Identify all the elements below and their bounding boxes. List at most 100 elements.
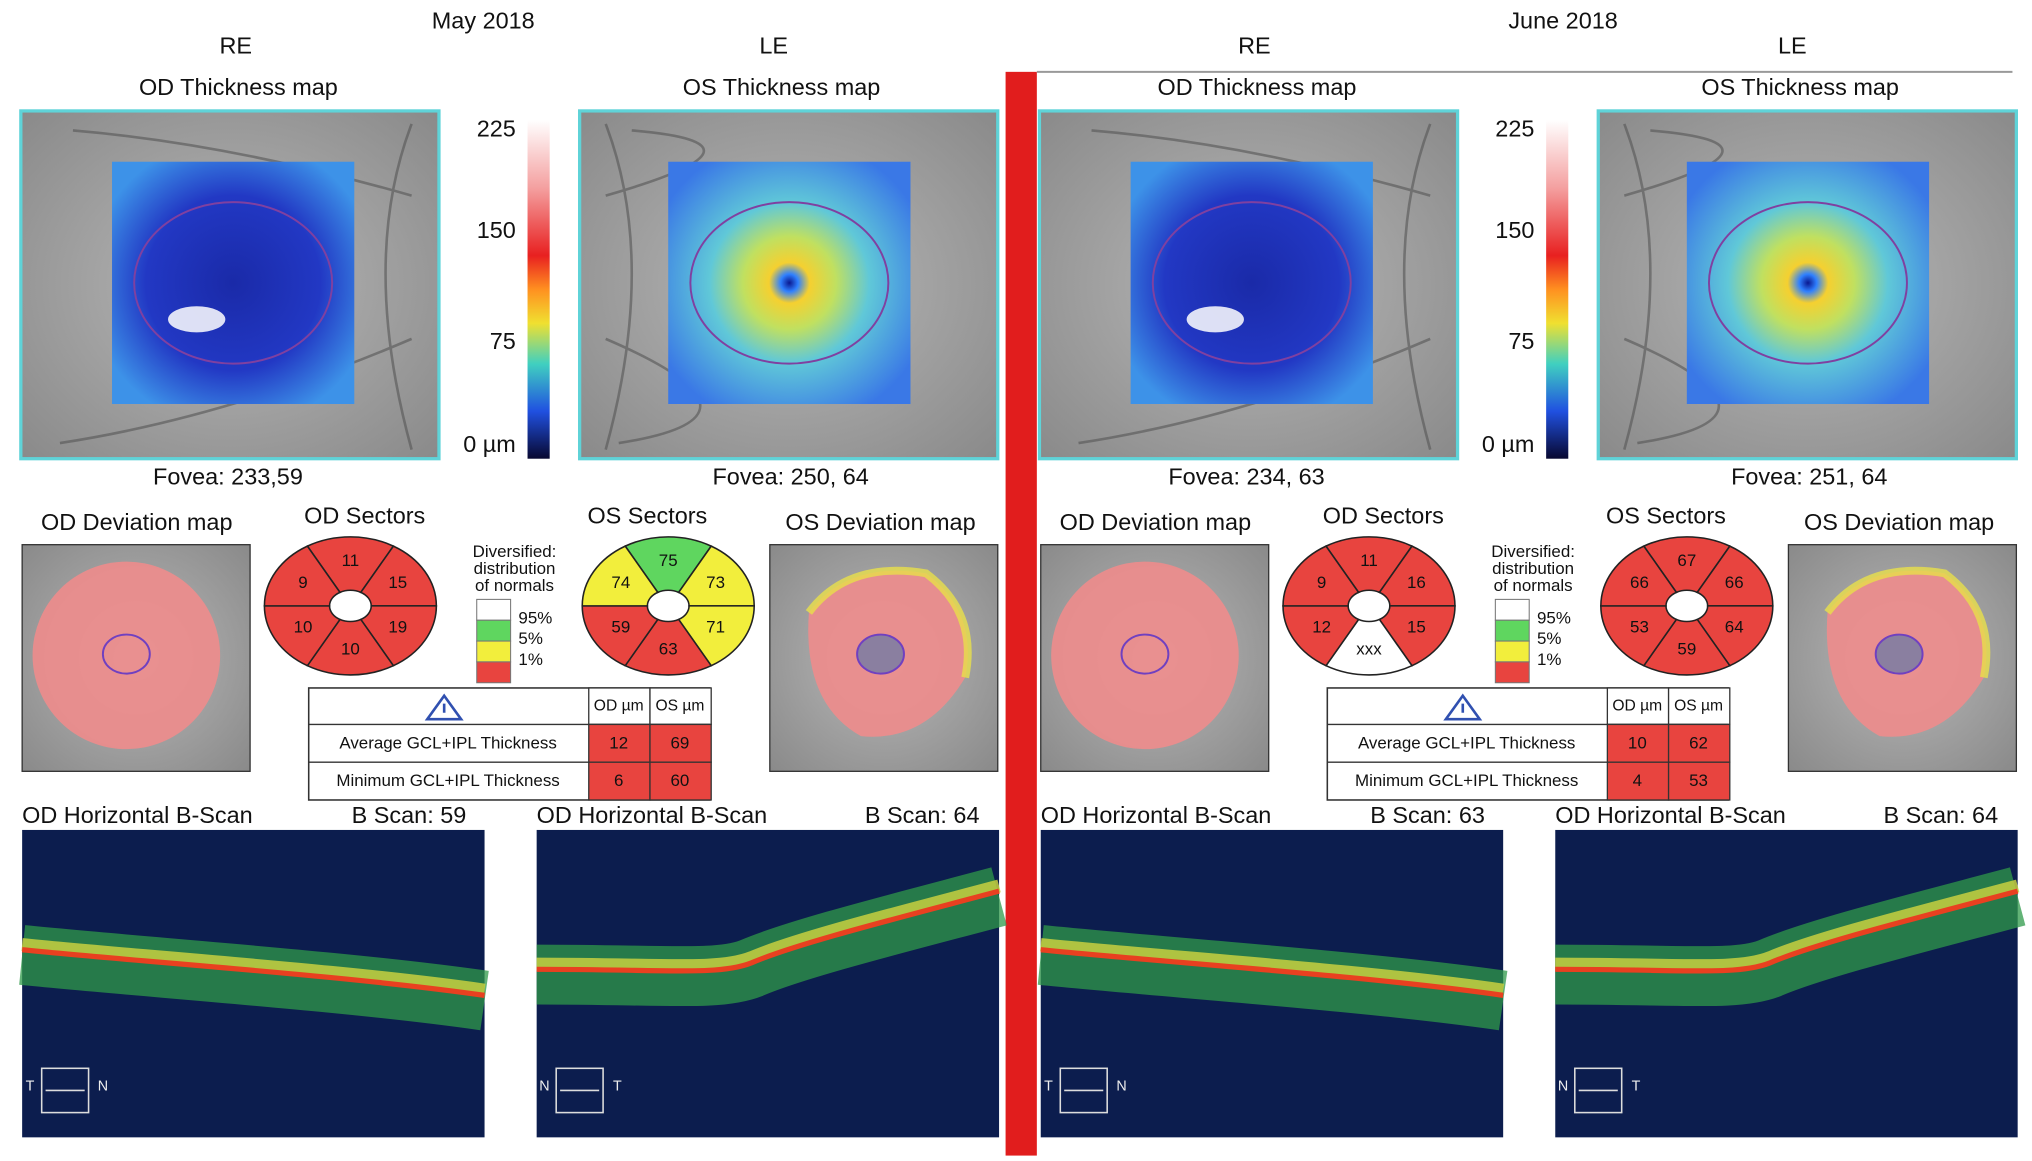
thickness-map: [1686, 161, 1930, 405]
panel: June 2018 225 150 75 0 µm RE OD Thickness map F…: [1037, 8, 2026, 1138]
orientation-label: N: [98, 1078, 108, 1094]
fovea-label: Fovea: 251, 64: [1731, 463, 1887, 489]
sector: [677, 545, 755, 607]
header-cell: [1667, 687, 1731, 726]
legend-title: distribution: [1492, 559, 1574, 578]
value-cell: [588, 761, 651, 801]
legend-label: 1%: [518, 650, 542, 669]
thickness-map: [1130, 161, 1373, 405]
sector-label: xxx: [1356, 640, 1382, 659]
colorbar-label: 0 µm: [463, 431, 516, 457]
bscan-number: B Scan: 64: [865, 802, 980, 828]
bscan-title: OD Horizontal B-Scan: [1555, 802, 1786, 828]
sector: [581, 605, 659, 667]
legend-label: 5%: [1537, 629, 1561, 648]
value: 69: [671, 733, 690, 752]
row-label: Minimum GCL+IPL Thickness: [1355, 771, 1578, 790]
sector: [263, 545, 342, 607]
value: 60: [671, 771, 690, 790]
colorbar: [527, 120, 550, 459]
header-cell: [1606, 687, 1670, 726]
sector: [1378, 545, 1456, 607]
column-header: OD µm: [594, 697, 644, 714]
orientation-label: T: [613, 1078, 622, 1094]
sector: [359, 545, 438, 607]
sector: [624, 536, 713, 594]
legend-swatch: [1494, 661, 1530, 684]
sector: [1324, 618, 1414, 676]
retina-layer: [1040, 938, 1505, 997]
value-cell: [1606, 761, 1670, 801]
sector-label: 9: [298, 573, 307, 592]
artifact: [168, 306, 226, 333]
date-title: June 2018: [1508, 8, 1617, 34]
thickness-title: OD Thickness map: [139, 74, 338, 100]
sector: [1696, 545, 1774, 607]
eye-label: RE: [219, 32, 252, 58]
legend-swatch: [1494, 619, 1530, 642]
sectors-title: OD Sectors: [304, 503, 425, 529]
sector-label: 11: [342, 551, 360, 570]
orientation-label: T: [26, 1078, 35, 1094]
orientation-label: T: [1044, 1078, 1053, 1094]
row-label: Minimum GCL+IPL Thickness: [336, 771, 559, 790]
sector-label: 66: [1630, 573, 1649, 592]
deviation-title: OS Deviation map: [785, 509, 975, 535]
sector-label: 73: [706, 573, 725, 592]
value: 4: [1633, 771, 1642, 790]
colorbar-label: 75: [1508, 328, 1534, 354]
colorbar-label: 225: [477, 116, 516, 142]
retina-layer: [536, 888, 1000, 974]
value-cell: [649, 723, 712, 763]
fovea-ring: [1120, 633, 1170, 675]
sector: [581, 545, 659, 607]
macula-ring: [1151, 201, 1352, 365]
fovea-label: Fovea: 250, 64: [712, 463, 868, 489]
sector: [1600, 605, 1678, 667]
sector: [1378, 605, 1456, 667]
retina-layer: [19, 925, 489, 1031]
sector-label: 63: [659, 640, 678, 659]
thickness-title: OS Thickness map: [1701, 74, 1899, 100]
legend-title: Diversified:: [473, 542, 557, 561]
sector: [677, 605, 755, 667]
thickness-title: OS Thickness map: [683, 74, 881, 100]
row-label: Average GCL+IPL Thickness: [339, 733, 556, 752]
value: 53: [1689, 771, 1708, 790]
eye-label: LE: [1778, 32, 1807, 58]
colorbar-label: 225: [1495, 116, 1534, 142]
eye-label: RE: [1238, 32, 1271, 58]
retina-layer: [1040, 947, 1504, 998]
sector-label: 67: [1677, 551, 1696, 570]
value-cell: [1667, 723, 1731, 763]
value: 6: [614, 771, 623, 790]
value: 12: [609, 733, 628, 752]
eye-label: LE: [759, 32, 788, 58]
legend-title: Diversified:: [1491, 542, 1575, 561]
legend-title: of normals: [475, 576, 554, 595]
legend-title: distribution: [474, 559, 556, 578]
row-label: Average GCL+IPL Thickness: [1358, 733, 1575, 752]
sector: [1324, 536, 1414, 594]
macula-ring: [133, 201, 334, 365]
sector: [624, 618, 713, 676]
sector-label: 59: [611, 618, 630, 637]
retina-layer: [21, 947, 485, 998]
sector: [1600, 545, 1678, 607]
sector-label: 66: [1725, 573, 1744, 592]
sectors-title: OS Sectors: [587, 503, 707, 529]
colorbar-label: 150: [477, 217, 516, 243]
legend-title: of normals: [1494, 576, 1573, 595]
orientation-box: [1574, 1067, 1623, 1114]
sector-label: 11: [1360, 551, 1378, 570]
legend-label: 5%: [518, 629, 542, 648]
fovea-label: Fovea: 233,59: [153, 463, 303, 489]
legend-swatch: [476, 661, 512, 684]
macula-ring: [689, 201, 890, 365]
bscan-title: OD Horizontal B-Scan: [22, 802, 253, 828]
column-header: OD µm: [1612, 697, 1662, 714]
sector: [1642, 536, 1731, 594]
sectors-title: OD Sectors: [1323, 503, 1444, 529]
thickness-title: OD Thickness map: [1158, 74, 1357, 100]
panel: May 2018 225 150 75 0 µm RE OD Thickness map Fo…: [19, 8, 1007, 1138]
